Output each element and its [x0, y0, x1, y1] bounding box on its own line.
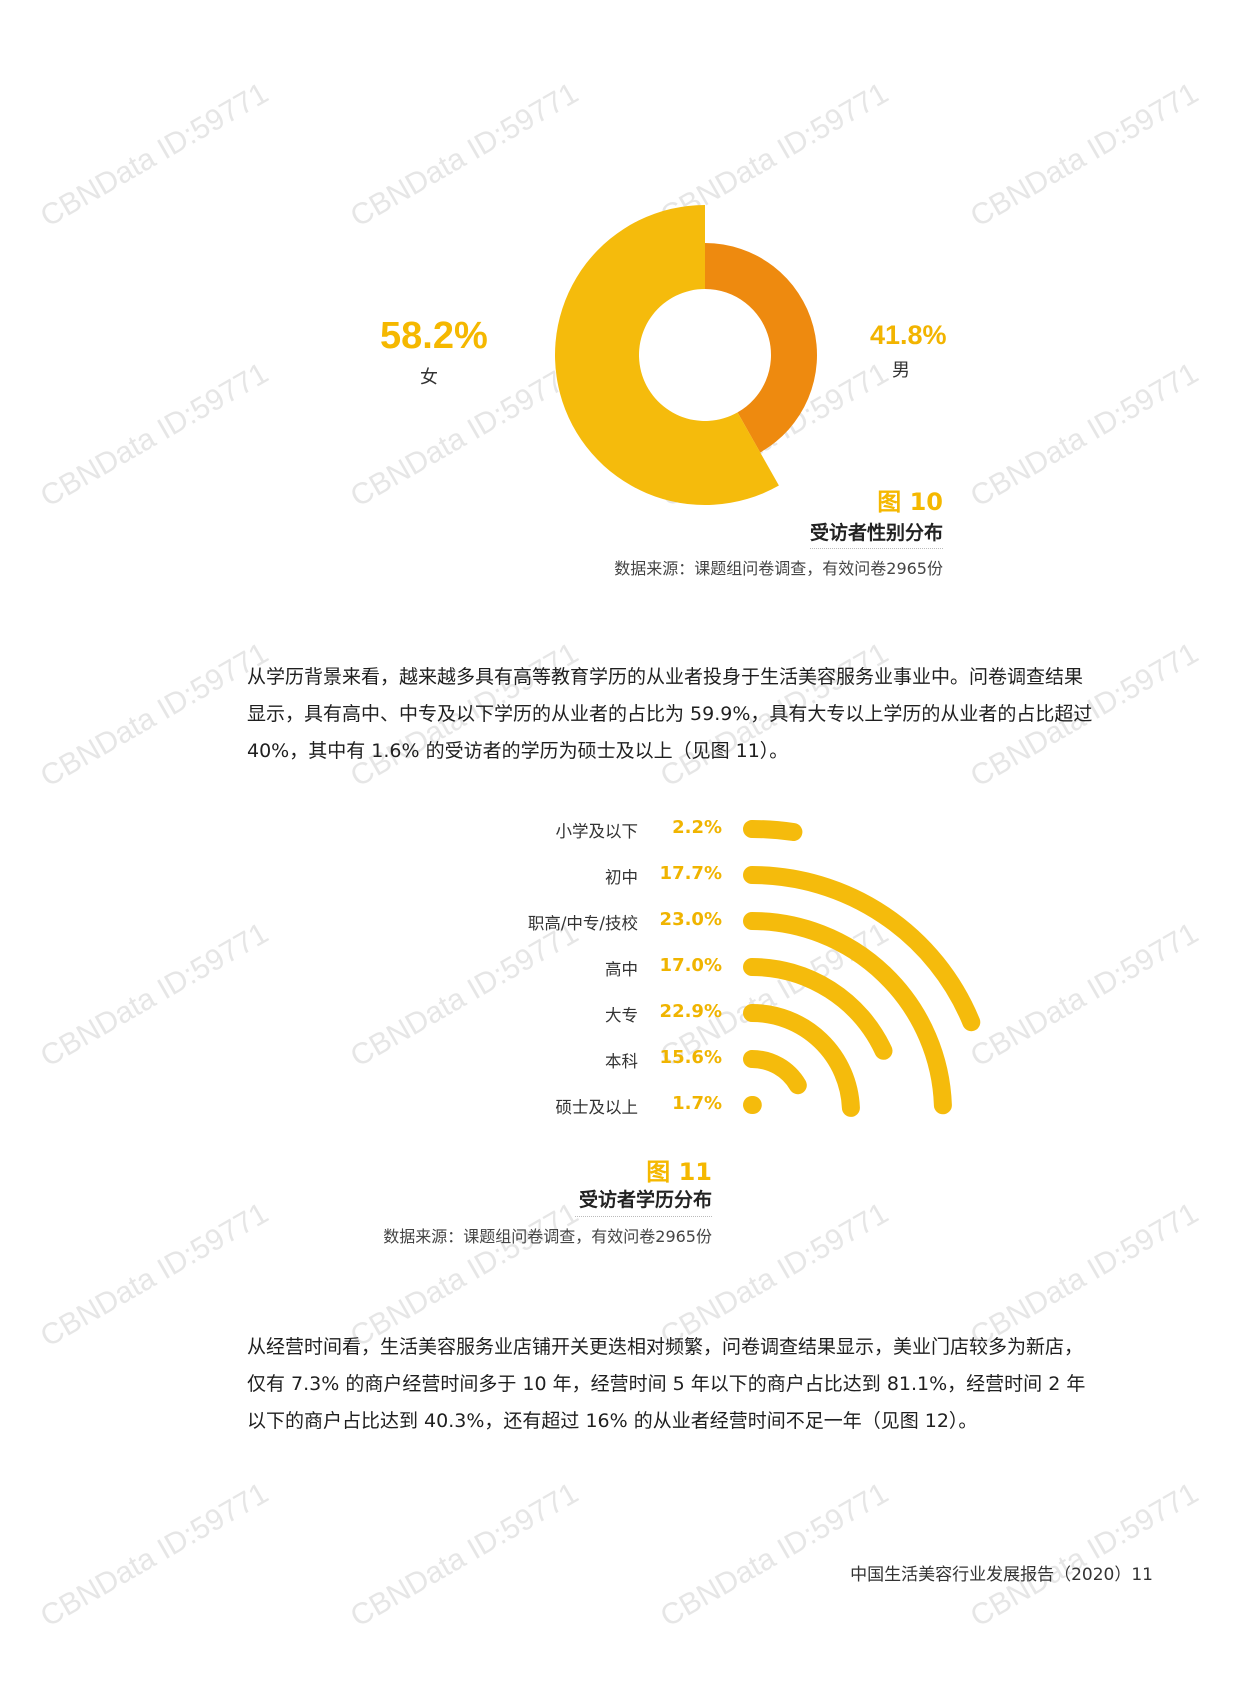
education-category-label: 大专 — [605, 1006, 638, 1025]
watermark-text: CBNData ID:59771 — [965, 1476, 1204, 1634]
education-category-label: 硕士及以上 — [555, 1098, 639, 1117]
female-percent-label: 58.2% — [380, 315, 488, 357]
education-value-label: 15.6% — [659, 1047, 722, 1068]
watermark-text: CBNData ID:59771 — [35, 1196, 274, 1354]
figure10-title: 受访者性别分布 — [809, 522, 943, 544]
watermark-text: CBNData ID:59771 — [345, 1476, 584, 1634]
education-arc — [743, 1004, 860, 1117]
watermark-text: CBNData ID:59771 — [35, 636, 274, 794]
education-arc — [743, 819, 803, 841]
education-category-label: 初中 — [605, 868, 638, 887]
paragraph-education: 从学历背景来看，越来越多具有高等教育学历的从业者投身于生活美容服务业事业中。问卷… — [247, 666, 1093, 762]
education-arc — [743, 1049, 807, 1095]
figure10-number: 图 10 — [877, 488, 943, 516]
male-label: 男 — [892, 360, 910, 381]
education-category-label: 职高/中专/技校 — [527, 914, 638, 933]
education-value-label: 22.9% — [659, 1001, 722, 1022]
education-value-label: 2.2% — [672, 817, 722, 838]
figure11-title: 受访者学历分布 — [578, 1189, 712, 1211]
gender-donut-chart — [555, 204, 818, 505]
watermark-text: CBNData ID:59771 — [655, 1476, 894, 1634]
education-category-label: 本科 — [605, 1052, 638, 1071]
page-footer: 中国生活美容行业发展报告（2020）11 — [850, 1565, 1153, 1585]
education-arc — [743, 866, 981, 1032]
figure10-divider — [810, 548, 943, 549]
education-value-label: 1.7% — [672, 1093, 722, 1114]
figure11-source: 数据来源：课题组问卷调查，有效问卷2965份 — [383, 1227, 712, 1246]
education-arc — [743, 958, 893, 1060]
figure11-divider — [575, 1216, 712, 1217]
watermark-text: CBNData ID:59771 — [35, 1476, 274, 1634]
male-percent-label: 41.8% — [870, 320, 947, 350]
education-value-label: 23.0% — [659, 909, 722, 930]
male-slice — [705, 243, 818, 453]
figure10-source: 数据来源：课题组问卷调查，有效问卷2965份 — [614, 559, 943, 578]
education-category-label: 小学及以下 — [555, 822, 639, 841]
education-value-label: 17.0% — [659, 955, 722, 976]
education-arc — [743, 912, 952, 1115]
education-category-label: 高中 — [605, 960, 638, 979]
paragraph-operating-time: 从经营时间看，生活美容服务业店铺开关更迭相对频繁，问卷调查结果显示，美业门店较多… — [247, 1336, 1086, 1432]
figure11-number: 图 11 — [646, 1158, 712, 1186]
education-value-label: 17.7% — [659, 863, 722, 884]
female-slice — [555, 204, 779, 505]
female-label: 女 — [420, 367, 438, 388]
education-arc-chart — [743, 819, 981, 1117]
